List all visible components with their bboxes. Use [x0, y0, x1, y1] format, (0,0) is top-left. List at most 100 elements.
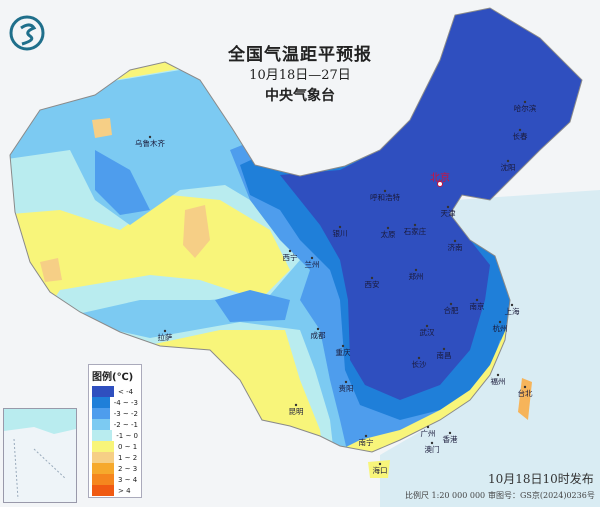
legend-item: -1 ~ 0: [92, 430, 138, 441]
city-marker: [510, 303, 514, 307]
city-label: 太原: [381, 229, 396, 239]
city-label: 澳门: [425, 444, 440, 454]
cma-logo: [8, 14, 46, 56]
city-marker: [475, 298, 479, 302]
city-marker: [425, 324, 429, 328]
city-marker: [453, 239, 457, 243]
zone-below-minus4: [280, 8, 582, 400]
city-marker: [437, 181, 443, 187]
legend-label: 0 ~ 1: [118, 442, 138, 451]
city-marker: [449, 302, 453, 306]
city-label: 贵阳: [339, 383, 354, 393]
legend-label: 1 ~ 2: [118, 453, 138, 462]
city-label: 南宁: [359, 437, 374, 447]
city-marker: [523, 100, 527, 104]
logo-ring-icon: [9, 15, 45, 51]
city-marker: [448, 431, 452, 435]
legend-title: 图例(℃): [92, 372, 134, 383]
city-label: 济南: [448, 242, 463, 252]
taiwan-island: [518, 378, 532, 420]
legend-swatch: [92, 397, 110, 408]
city-label: 南京: [470, 301, 485, 311]
legend-item: 2 ~ 3: [92, 463, 138, 474]
city-label: 北京: [430, 171, 450, 184]
legend-item: 3 ~ 4: [92, 474, 138, 485]
date-range: 10月18日—27日: [249, 68, 351, 83]
legend-swatch: [92, 474, 114, 485]
city-label: 长春: [513, 131, 528, 141]
city-label: 香港: [443, 434, 458, 444]
city-label: 乌鲁木齐: [135, 138, 165, 148]
legend-item: < -4: [92, 386, 138, 397]
legend: 图例(℃) < -4 -4 ~ -3 -3 ~ -2 -2 ~ -1 -1 ~ 0 0 ~…: [88, 364, 142, 498]
legend-swatch: [92, 430, 113, 441]
city-marker: [364, 434, 368, 438]
city-label: 石家庄: [404, 226, 427, 236]
city-marker: [338, 225, 342, 229]
legend-label: 2 ~ 3: [118, 464, 138, 473]
city-label: 合肥: [444, 305, 459, 315]
legend-label: -4 ~ -3: [113, 398, 138, 407]
sea-area: [380, 190, 600, 507]
city-marker: [518, 128, 522, 132]
city-label: 哈尔滨: [514, 103, 537, 113]
city-label: 天津: [441, 209, 456, 218]
city-label: 银川: [333, 229, 348, 238]
city-label: 呼和浩特: [370, 192, 400, 202]
legend-label: 3 ~ 4: [118, 475, 138, 484]
legend-label: -1 ~ 0: [116, 431, 138, 440]
hainan-island: [368, 460, 390, 478]
legend-label: -2 ~ -1: [113, 420, 138, 429]
city-marker: [426, 425, 430, 429]
city-marker: [417, 356, 421, 360]
city-label: 成都: [311, 330, 326, 340]
city-marker: [341, 344, 345, 348]
city-marker: [446, 205, 450, 209]
city-marker: [386, 226, 390, 230]
city-label: 西宁: [283, 252, 298, 262]
city-marker: [370, 276, 374, 280]
legend-item: -2 ~ -1: [92, 419, 138, 430]
map-scale: 比例尺 1:20 000 000: [405, 491, 486, 500]
legend-item: > 4: [92, 485, 138, 496]
city-label: 福州: [491, 377, 506, 386]
city-label: 兰州: [305, 259, 320, 269]
map-approval-number: 审图号：GS京(2024)0236号: [488, 491, 595, 500]
city-label: 杭州: [493, 323, 508, 333]
city-marker: [344, 380, 348, 384]
issuer: 中央气象台: [265, 88, 335, 104]
legend-swatch: [92, 408, 110, 419]
city-label: 重庆: [336, 347, 351, 357]
city-label: 南昌: [437, 350, 452, 360]
city-marker: [378, 462, 382, 466]
legend-swatch: [92, 441, 114, 452]
city-marker: [506, 159, 510, 163]
city-marker: [383, 189, 387, 193]
city-label: 郑州: [409, 271, 424, 281]
city-label: 武汉: [420, 327, 435, 337]
legend-label: -3 ~ -2: [113, 409, 138, 418]
city-marker: [442, 347, 446, 351]
city-label: 海口: [373, 465, 388, 475]
city-label: 广州: [421, 428, 436, 438]
dragon-icon: [20, 23, 37, 46]
city-label: 上海: [505, 306, 520, 316]
legend-swatch: [92, 419, 110, 430]
publish-time: 10月18日10时发布: [488, 472, 594, 486]
zone-1-2: [40, 118, 210, 282]
legend-swatch: [92, 386, 114, 397]
city-label: 昆明: [289, 407, 304, 416]
legend-item: -4 ~ -3: [92, 397, 138, 408]
city-marker: [430, 441, 434, 445]
city-marker: [288, 249, 292, 253]
city-marker: [316, 327, 320, 331]
city-marker: [496, 373, 500, 377]
south-china-sea-inset: [3, 408, 77, 503]
city-marker: [294, 403, 298, 407]
legend-item: 0 ~ 1: [92, 441, 138, 452]
legend-swatch: [92, 485, 114, 496]
city-marker: [523, 385, 527, 389]
legend-item: -3 ~ -2: [92, 408, 138, 419]
legend-swatch: [92, 463, 114, 474]
map-title: 全国气温距平预报: [228, 45, 372, 65]
